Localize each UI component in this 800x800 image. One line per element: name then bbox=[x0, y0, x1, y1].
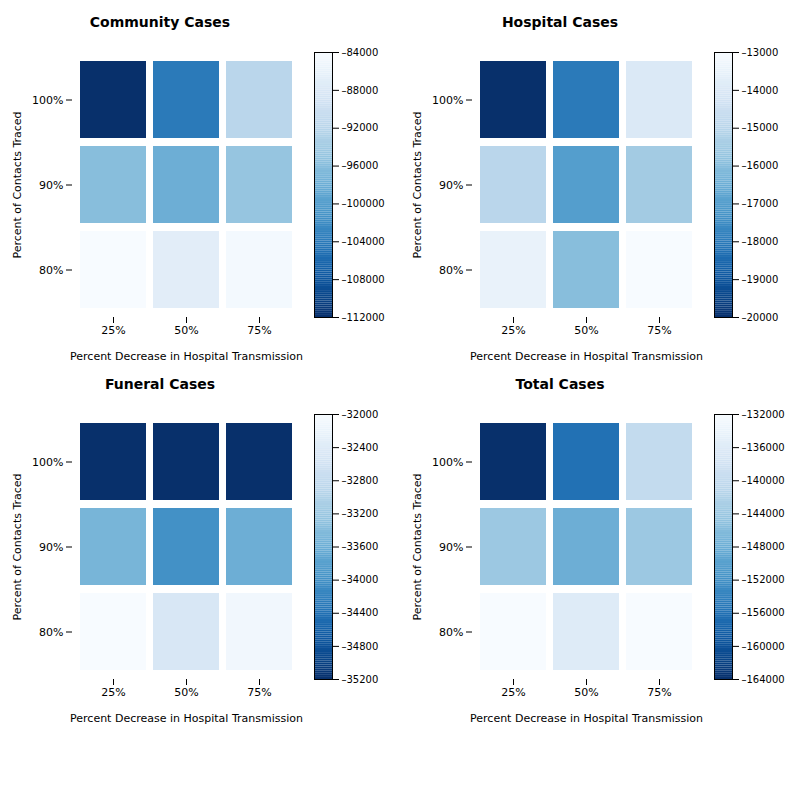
svg-text:100%: 100% bbox=[432, 456, 463, 469]
svg-text:–32800: –32800 bbox=[342, 475, 379, 486]
svg-text:–18000: –18000 bbox=[742, 236, 779, 247]
svg-text:Percent of Contacts Traced: Percent of Contacts Traced bbox=[11, 111, 24, 258]
html-text:Total Cases: Total Cases bbox=[515, 376, 605, 392]
svg-text:–136000: –136000 bbox=[742, 442, 785, 453]
svg-text:–33200: –33200 bbox=[342, 508, 379, 519]
svg-text:100%: 100% bbox=[32, 94, 63, 107]
svg-text:Percent Decrease in Hospital T: Percent Decrease in Hospital Transmissio… bbox=[470, 350, 703, 363]
html-text:Community Cases: Community Cases bbox=[89, 14, 231, 30]
svg-text:25%: 25% bbox=[101, 686, 125, 699]
svg-text:80%: 80% bbox=[439, 264, 463, 277]
svg-text:–17000: –17000 bbox=[742, 198, 779, 209]
svg-text:–148000: –148000 bbox=[742, 541, 785, 552]
svg-text:–16000: –16000 bbox=[742, 160, 779, 171]
svg-text:–13000: –13000 bbox=[742, 47, 779, 58]
svg-text:–160000: –160000 bbox=[742, 641, 785, 652]
svg-text:25%: 25% bbox=[501, 686, 525, 699]
svg-text:75%: 75% bbox=[247, 686, 271, 699]
svg-text:–132000: –132000 bbox=[742, 409, 785, 420]
svg-text:–35200: –35200 bbox=[342, 674, 379, 685]
svg-text:–34400: –34400 bbox=[342, 607, 379, 618]
svg-text:90%: 90% bbox=[39, 541, 63, 554]
svg-text:–32400: –32400 bbox=[342, 442, 379, 453]
svg-text:–152000: –152000 bbox=[742, 574, 785, 585]
svg-text:–20000: –20000 bbox=[742, 312, 779, 323]
html-text:Funeral Cases: Funeral Cases bbox=[104, 376, 216, 392]
svg-text:–140000: –140000 bbox=[742, 475, 785, 486]
svg-text:Percent Decrease in Hospital T: Percent Decrease in Hospital Transmissio… bbox=[470, 712, 703, 725]
svg-text:25%: 25% bbox=[501, 324, 525, 337]
svg-text:–19000: –19000 bbox=[742, 274, 779, 285]
svg-text:75%: 75% bbox=[647, 686, 671, 699]
svg-text:75%: 75% bbox=[647, 324, 671, 337]
html-text:Hospital Cases: Hospital Cases bbox=[501, 14, 619, 30]
svg-text:–96000: –96000 bbox=[342, 160, 379, 171]
svg-text:Percent of Contacts Traced: Percent of Contacts Traced bbox=[11, 473, 24, 620]
svg-text:100%: 100% bbox=[32, 456, 63, 469]
svg-text:90%: 90% bbox=[39, 179, 63, 192]
svg-text:–112000: –112000 bbox=[342, 312, 385, 323]
svg-text:Percent of Contacts Traced: Percent of Contacts Traced bbox=[411, 111, 424, 258]
svg-text:–144000: –144000 bbox=[742, 508, 785, 519]
svg-text:100%: 100% bbox=[432, 94, 463, 107]
svg-text:–33600: –33600 bbox=[342, 541, 379, 552]
svg-text:–15000: –15000 bbox=[742, 122, 779, 133]
svg-text:–156000: –156000 bbox=[742, 607, 785, 618]
svg-text:80%: 80% bbox=[439, 626, 463, 639]
svg-text:–88000: –88000 bbox=[342, 85, 379, 96]
svg-text:Percent Decrease in Hospital T: Percent Decrease in Hospital Transmissio… bbox=[70, 712, 303, 725]
svg-text:80%: 80% bbox=[39, 264, 63, 277]
svg-text:–108000: –108000 bbox=[342, 274, 385, 285]
svg-text:–32000: –32000 bbox=[342, 409, 379, 420]
svg-text:–100000: –100000 bbox=[342, 198, 385, 209]
svg-text:90%: 90% bbox=[439, 541, 463, 554]
svg-text:50%: 50% bbox=[174, 686, 198, 699]
svg-text:80%: 80% bbox=[39, 626, 63, 639]
svg-text:50%: 50% bbox=[174, 324, 198, 337]
svg-text:Percent Decrease in Hospital T: Percent Decrease in Hospital Transmissio… bbox=[70, 350, 303, 363]
svg-text:50%: 50% bbox=[574, 324, 598, 337]
svg-text:90%: 90% bbox=[439, 179, 463, 192]
svg-text:–84000: –84000 bbox=[342, 47, 379, 58]
svg-text:–164000: –164000 bbox=[742, 674, 785, 685]
svg-text:–14000: –14000 bbox=[742, 85, 779, 96]
svg-text:–34000: –34000 bbox=[342, 574, 379, 585]
svg-text:–104000: –104000 bbox=[342, 236, 385, 247]
svg-text:50%: 50% bbox=[574, 686, 598, 699]
svg-text:25%: 25% bbox=[101, 324, 125, 337]
svg-text:75%: 75% bbox=[247, 324, 271, 337]
svg-text:–92000: –92000 bbox=[342, 122, 379, 133]
svg-text:Percent of Contacts Traced: Percent of Contacts Traced bbox=[411, 473, 424, 620]
svg-text:–34800: –34800 bbox=[342, 641, 379, 652]
